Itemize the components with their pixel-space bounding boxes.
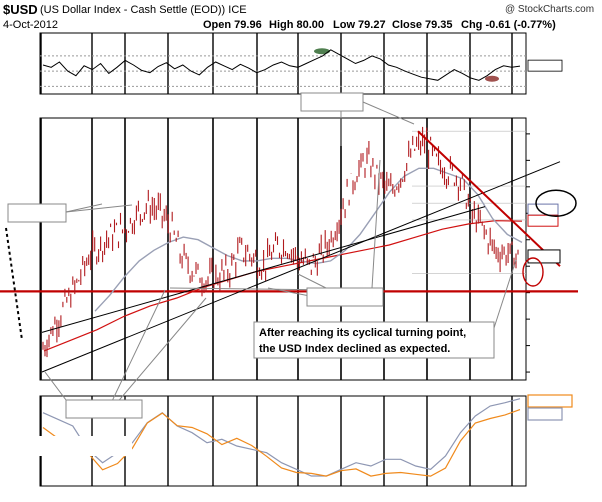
stockcharts-watermark: @ StockCharts.com [505, 4, 595, 15]
turning-point-text: the USD Index declined as expected. [259, 343, 450, 355]
open-value: Open 79.96 [203, 19, 262, 31]
rising-trendline [41, 161, 561, 373]
low-value: Low 79.27 [333, 19, 386, 31]
near-top-left-leader [65, 204, 133, 213]
chart-date: 4-Oct-2012 [3, 19, 59, 31]
near-bottom-lower-leader [103, 289, 166, 419]
logo-backdrop [4, 436, 132, 456]
rsi-line [42, 49, 521, 81]
near-bottom-lower-box [65, 399, 143, 419]
rsi-overbought-shade [314, 48, 330, 55]
change-value: Chg -0.61 (-0.77%) [461, 19, 556, 31]
silver-line [42, 409, 521, 477]
near-bottom-center-leader [297, 273, 331, 291]
rsi-panel-frame [39, 32, 527, 95]
near-top-left-leader [65, 203, 103, 213]
close-value: Close 79.35 [392, 19, 453, 31]
near-bottom-lower-leader [44, 371, 67, 401]
support-highlight-circle [522, 257, 544, 287]
turning-point-box [253, 321, 495, 359]
near-bottom-center-leader [371, 159, 381, 289]
rsi-value-badge-box [527, 59, 563, 72]
near-bottom-lower-leader [103, 297, 207, 419]
ma50-line [94, 167, 523, 312]
near-top-left-box [7, 203, 67, 223]
turning-point-text: After reaching its cyclical turning poin… [259, 327, 466, 339]
gold-badge-box [527, 394, 573, 408]
fib-highlight-circle [535, 189, 577, 217]
close-badge-box [527, 249, 561, 264]
ma200-line [43, 220, 523, 352]
chart-description: (US Dollar Index - Cash Settle (EOD)) IC… [40, 4, 247, 16]
high-value: High 80.00 [269, 19, 325, 31]
turning-point-leader [493, 259, 517, 329]
falling-trendline [417, 130, 561, 267]
ma200-badge-box [527, 214, 559, 227]
chart-symbol: $USD [3, 2, 38, 17]
rsi-oversold-shade [485, 75, 499, 82]
left-dotted-marker [5, 227, 23, 341]
silver-badge-box [527, 407, 563, 421]
near-bottom-center-box [306, 287, 384, 307]
secondary-trendline [41, 206, 486, 333]
near-top-right-leader [362, 101, 415, 125]
near-top-right-box [300, 92, 364, 112]
